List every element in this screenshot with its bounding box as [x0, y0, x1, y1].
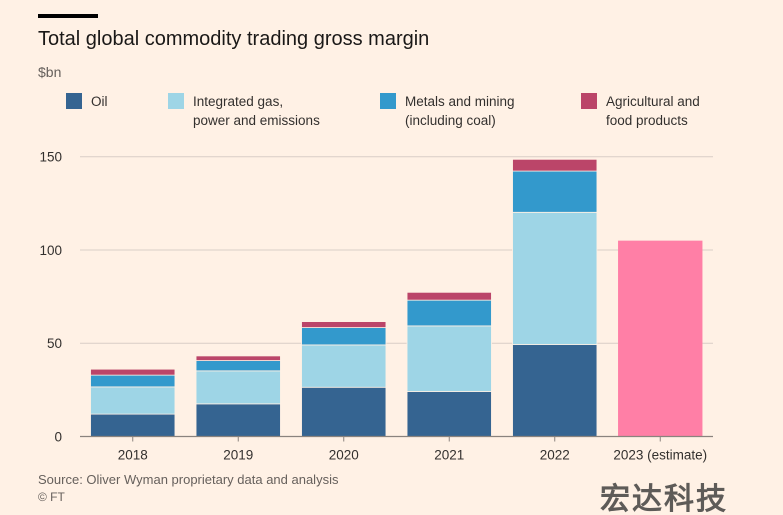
bar-segment-agri: [195, 355, 281, 361]
bar-segment-agri: [406, 291, 492, 301]
bar-segment-agri: [90, 368, 176, 376]
legend-label: power and emissions: [193, 113, 320, 128]
source-note: Source: Oliver Wyman proprietary data an…: [38, 472, 339, 487]
bar-segment-oil: [195, 403, 281, 437]
bar-segment-gas: [406, 325, 492, 392]
x-tick-label: 2018: [118, 448, 148, 463]
x-tick-label: 2020: [329, 448, 359, 463]
legend-item-oil: Oil: [66, 92, 108, 111]
bar-estimate: [618, 240, 703, 437]
legend-item-metals: Metals and mining (including coal): [380, 92, 515, 130]
bar-segment-oil: [406, 391, 492, 437]
bar-segment-gas: [195, 370, 281, 405]
legend-item-agri: Agricultural and food products: [581, 92, 700, 130]
y-tick-label: 100: [39, 243, 62, 258]
legend-item-gas: Integrated gas, power and emissions: [168, 92, 320, 130]
legend-label: Oil: [91, 94, 108, 109]
legend-swatch-gas: [168, 93, 184, 109]
legend-label: Metals and mining: [405, 94, 515, 109]
bar-segment-metals: [90, 374, 176, 388]
bar-segment-metals: [195, 360, 281, 372]
legend-label: food products: [606, 113, 688, 128]
watermark: 宏达科技: [600, 483, 728, 515]
x-tick-label: 2019: [223, 448, 253, 463]
bar-segment-metals: [406, 299, 492, 327]
x-tick-label: 2021: [434, 448, 464, 463]
bar-segment-gas: [90, 386, 176, 415]
chart-title: Total global commodity trading gross mar…: [38, 28, 430, 50]
x-tick-label: 2022: [540, 448, 570, 463]
bar-segment-gas: [512, 211, 598, 345]
legend-label: (including coal): [405, 113, 496, 128]
credit: © FT: [38, 490, 65, 504]
y-tick-label: 50: [47, 336, 62, 351]
legend-swatch-agri: [581, 93, 597, 109]
legend-label: Integrated gas,: [193, 94, 284, 109]
bar-segment-gas: [301, 344, 387, 388]
y-tick-label: 150: [39, 150, 62, 165]
legend-swatch-oil: [66, 93, 82, 109]
bar-segment-metals: [512, 170, 598, 213]
bar-segment-metals: [301, 327, 387, 346]
y-axis-unit: $bn: [38, 64, 62, 80]
bar-segment-agri: [301, 321, 387, 328]
bar-segment-oil: [301, 386, 387, 437]
bar-segment-oil: [90, 413, 176, 437]
bar-segment-oil: [512, 344, 598, 437]
y-tick-label: 0: [54, 430, 62, 445]
x-tick-label: 2023 (estimate): [613, 448, 707, 463]
legend-swatch-metals: [380, 93, 396, 109]
ft-top-bar: [38, 14, 98, 18]
legend-label: Agricultural and: [606, 94, 700, 109]
bar-segment-agri: [512, 158, 598, 172]
